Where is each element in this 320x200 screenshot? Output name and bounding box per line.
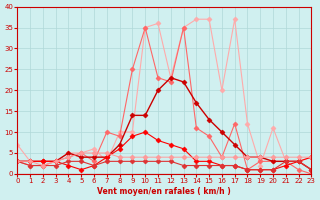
X-axis label: Vent moyen/en rafales ( km/h ): Vent moyen/en rafales ( km/h ): [98, 187, 231, 196]
